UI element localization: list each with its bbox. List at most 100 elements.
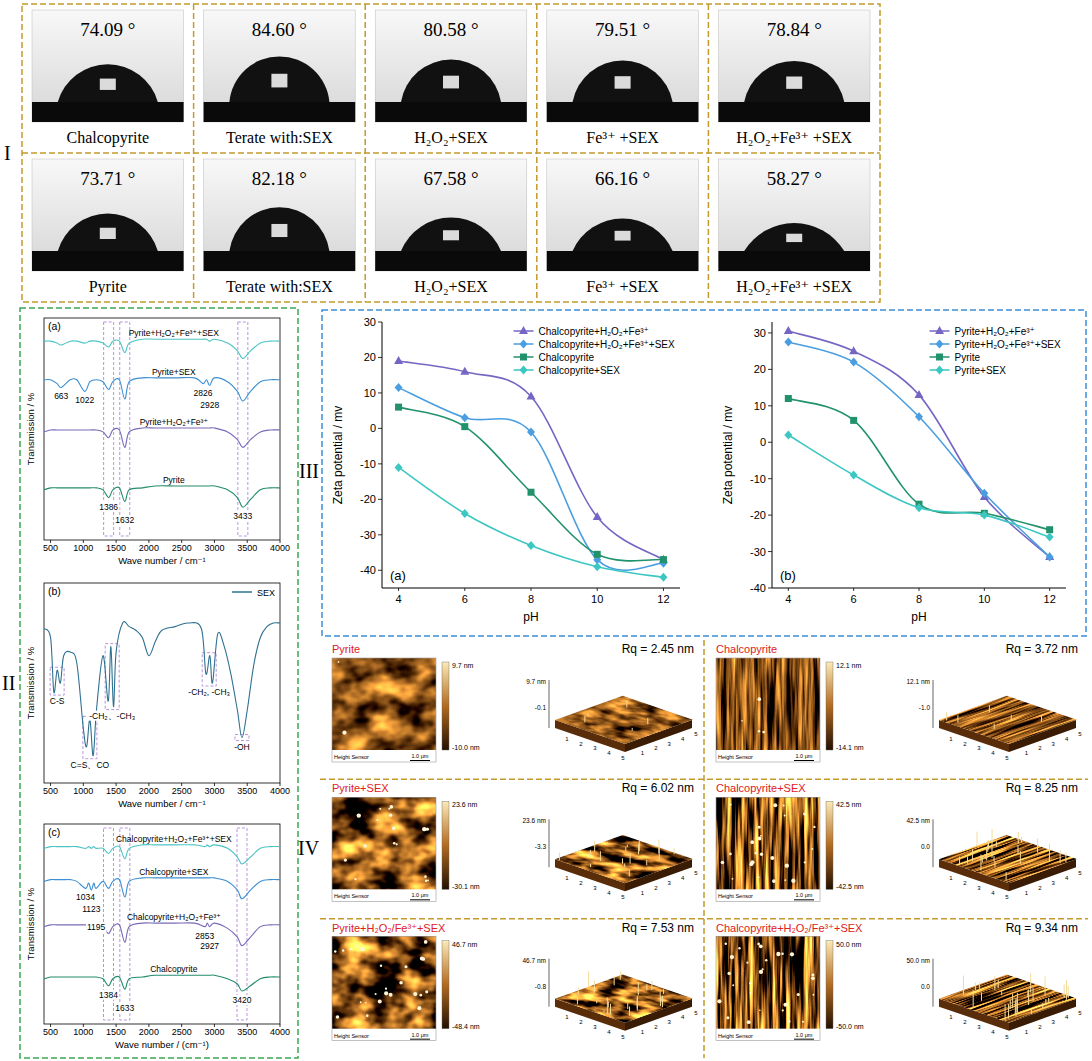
afm-particle [404,965,407,968]
afm-image [332,658,436,750]
axis-tick-3d: 1 [641,890,645,896]
surface-peak [1012,994,1013,1009]
panel-label: III [299,460,319,482]
x-tick [597,588,598,591]
surface-peak [620,971,621,977]
sensor-label: Height Sensor [718,754,753,760]
afm-particle [354,878,356,880]
series-label: Pyrite [163,475,185,485]
image-frame [332,797,436,901]
x-axis-title: pH [523,610,538,624]
photo [375,10,527,122]
surface-peak [588,713,589,715]
surface-peak [596,1001,597,1004]
axis-tick-3d: 5 [694,870,698,876]
afm-particle [759,944,763,948]
axis-tick-3d: 1 [1025,750,1029,756]
y-axis [382,322,383,588]
y-tick-label: -20 [750,509,766,521]
axis-tick-3d: 1 [1025,1029,1029,1035]
panel-title: (c) [48,826,60,838]
axis-tick-3d: 4 [991,750,995,756]
afm-particle [773,803,777,807]
labels: (b)SEXC-SC=S、CO-CH₂、-CH₃-CH₂, -CH₃-OH [48,585,275,770]
divider [22,152,880,154]
marker [594,551,601,558]
annotation: 2927 [200,941,219,951]
photo [547,159,699,271]
label-patch [233,742,251,752]
x-tick-label: 3500 [237,543,257,553]
axis-tick-3d: 3 [668,880,672,886]
panel-label: IV [298,837,320,859]
series-label: Pyrite+SEX [152,367,196,377]
droplet [573,60,673,102]
axis-tick-3d: 4 [607,1029,611,1035]
surface-peak [1008,1004,1009,1018]
label-patch [70,760,111,770]
x-tick-label: 2000 [139,786,159,796]
afm-particle [357,813,361,817]
axis-tick-3d: 1 [949,736,953,742]
series-label: Pyrite+H₂O₂+Fe³⁺ [140,417,208,427]
afm-particle [342,731,346,735]
afm-particle [389,814,392,817]
x-tick-label: 3500 [237,786,257,796]
afm-particle [360,947,364,951]
legend: Pyrite+H₂O₂+Fe³⁺Pyrite+H₂O₂+Fe³⁺+SEXPyri… [930,326,1061,376]
label-patch [232,995,253,1005]
axis-tick-3d: 3 [977,1024,981,1030]
afm-particle [392,827,396,831]
surface-peak [994,976,995,991]
scale-label: 1.0 μm [412,753,429,759]
axis-tick-3d: 4 [1065,875,1069,881]
highlight [100,79,116,90]
legend-label: Chalcopyrite+H₂O₂+Fe³⁺+SEX [539,339,675,350]
photo [718,10,870,122]
y-axis-title: Transmission / % [25,887,36,960]
afm-particle [804,861,806,863]
colorbar-label: 23.6 nm [452,801,477,808]
caption: Terate with:SEX [226,129,333,146]
label-patch [49,696,66,706]
colorbar-label: 12.1 nm [836,662,861,669]
colorbar-label: -48.4 nm [452,1023,480,1030]
annotation: C-S [50,696,65,706]
rq-label: Rq = 8.25 nm [1006,781,1078,795]
afm-particle [760,835,762,837]
afm-particle [342,949,344,951]
afm-particle [750,840,754,844]
scale-bar [410,760,430,761]
surface-peak [637,998,638,1008]
sensor-label: Height Sensor [334,893,369,899]
scale-bar [794,760,814,761]
surface-peak [674,848,675,854]
x-tick [788,588,789,591]
series-line [44,975,280,991]
afm-surface [555,696,692,744]
series-line [44,486,280,508]
surface-peak [1001,990,1002,995]
x-tick-label: 3500 [237,1027,257,1037]
series-line [399,361,664,560]
marker [528,489,535,496]
afm-particle [376,819,378,821]
series-line [399,407,664,561]
angle-label: 73.71 ° [80,168,135,189]
surface-peak [972,849,973,861]
label-patch [114,1003,135,1013]
droplet [573,218,673,251]
afm-particle [425,990,428,993]
colorbar-label: -14.1 nm [836,744,864,751]
marker [850,358,858,367]
figure: IIIIIIIV74.09 °Chalcopyrite84.60 °Terate… [0,0,1092,1061]
x-tick [663,588,664,591]
label-patch [194,931,215,941]
substrate [547,102,699,122]
highlight [271,224,287,237]
afm-particle [754,852,757,855]
surface-peak [659,847,660,860]
marker [527,391,536,399]
afm-title: Chalcopyrite+SEX [716,782,806,794]
axis-tick-3d: 5 [621,755,625,761]
